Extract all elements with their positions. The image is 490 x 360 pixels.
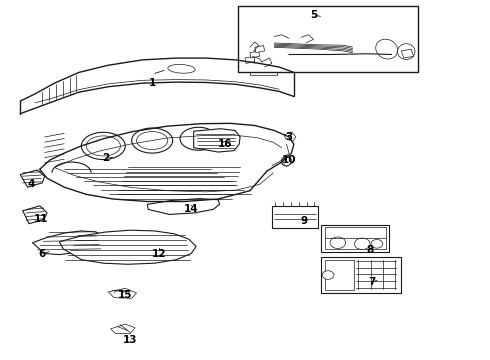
Text: 15: 15: [118, 290, 132, 300]
Ellipse shape: [330, 237, 345, 248]
Bar: [325, 227, 386, 249]
Text: 16: 16: [218, 139, 233, 149]
Polygon shape: [108, 288, 137, 298]
Text: 5: 5: [310, 10, 317, 20]
Text: 7: 7: [368, 277, 376, 287]
Polygon shape: [194, 129, 240, 152]
Ellipse shape: [371, 239, 383, 248]
Polygon shape: [111, 324, 135, 333]
Bar: [325, 260, 354, 290]
Text: 3: 3: [285, 132, 293, 142]
Bar: [250, 68, 277, 75]
Bar: [321, 225, 389, 252]
Polygon shape: [32, 231, 106, 255]
Polygon shape: [245, 56, 255, 63]
Text: 4: 4: [27, 179, 35, 189]
Text: 2: 2: [102, 153, 109, 163]
Polygon shape: [282, 157, 293, 166]
Text: 8: 8: [366, 245, 373, 255]
Polygon shape: [147, 199, 220, 215]
Text: 11: 11: [33, 215, 48, 224]
Ellipse shape: [354, 238, 370, 249]
Polygon shape: [59, 230, 196, 264]
Text: 12: 12: [152, 248, 167, 258]
Polygon shape: [250, 51, 260, 58]
Text: 14: 14: [184, 204, 198, 214]
Polygon shape: [23, 206, 47, 224]
Text: 9: 9: [300, 216, 307, 226]
Text: 6: 6: [39, 248, 46, 258]
Bar: [272, 206, 319, 228]
Bar: [321, 257, 401, 293]
Polygon shape: [20, 170, 45, 187]
Bar: [238, 6, 418, 72]
Polygon shape: [284, 132, 296, 141]
Polygon shape: [255, 45, 265, 53]
Ellipse shape: [322, 271, 334, 279]
Text: 13: 13: [123, 334, 137, 345]
Text: 10: 10: [282, 155, 296, 165]
Text: 1: 1: [148, 78, 156, 88]
Polygon shape: [401, 49, 414, 58]
